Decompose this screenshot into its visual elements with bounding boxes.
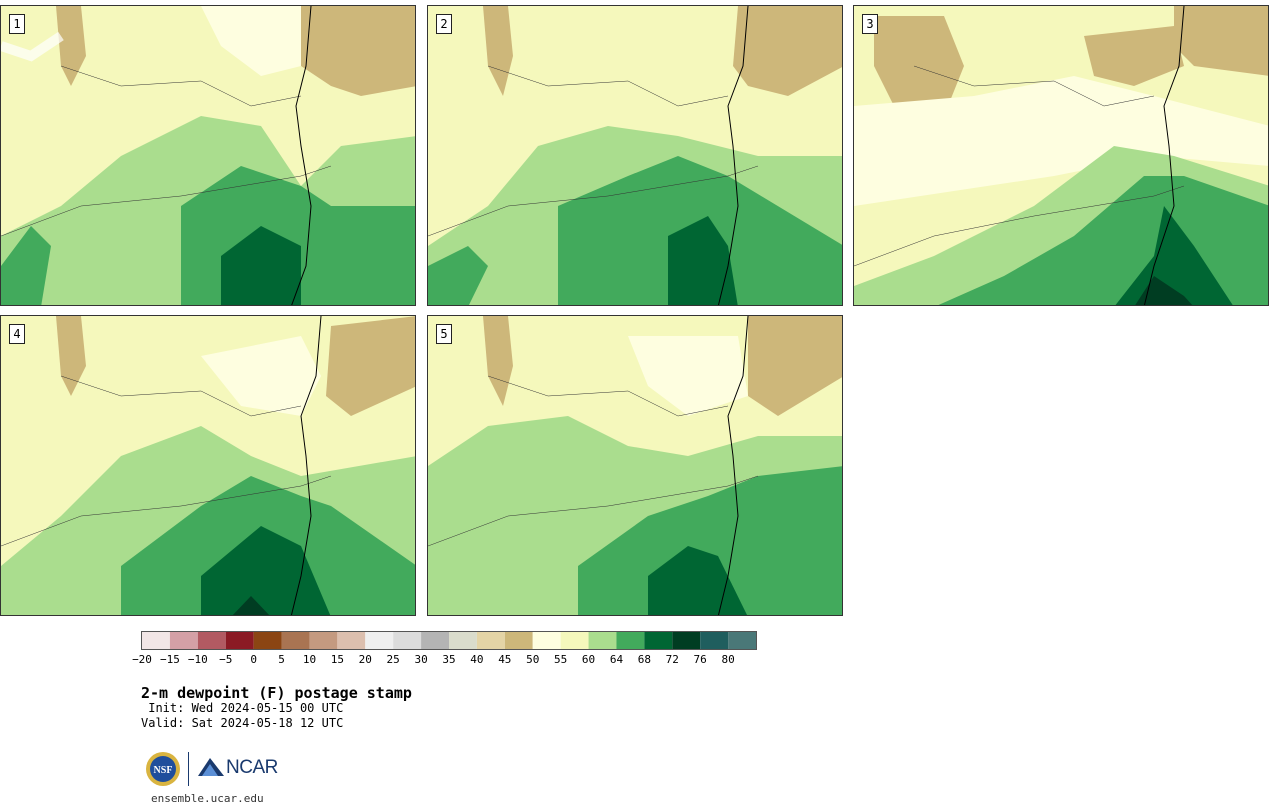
nsf-logo-icon: NSF — [146, 752, 180, 786]
colorbar-tick-label: 50 — [526, 653, 540, 666]
colorbar-tick-label: 40 — [470, 653, 484, 666]
colorbar-swatch — [532, 632, 561, 649]
member-panel-2[interactable]: 2 — [427, 5, 843, 306]
colorbar — [141, 631, 757, 650]
colorbar-swatch — [253, 632, 282, 649]
panel-number: 1 — [9, 14, 25, 34]
colorbar-tick-label: 20 — [358, 653, 372, 666]
colorbar-tick-label: 76 — [693, 653, 707, 666]
init-time: Init: Wed 2024-05-15 00 UTC — [141, 701, 344, 715]
colorbar-tick-label: 0 — [250, 653, 257, 666]
colorbar-swatch — [728, 632, 756, 649]
colorbar-swatch — [393, 632, 422, 649]
colorbar-swatch — [169, 632, 198, 649]
dewpoint-map-3 — [854, 6, 1268, 305]
colorbar-swatch — [700, 632, 729, 649]
colorbar-swatch — [449, 632, 477, 649]
colorbar-swatch — [225, 632, 254, 649]
colorbar-border — [141, 631, 757, 650]
logo-separator — [188, 752, 189, 786]
colorbar-swatch — [337, 632, 366, 649]
dewpoint-map-2 — [428, 6, 842, 305]
colorbar-tick-label: 15 — [330, 653, 344, 666]
colorbar-tick-label: 45 — [498, 653, 512, 666]
panel-number: 3 — [862, 14, 878, 34]
plot-title: 2-m dewpoint (F) postage stamp — [141, 684, 412, 702]
colorbar-swatch — [476, 632, 505, 649]
colorbar-swatch — [588, 632, 617, 649]
colorbar-swatch — [365, 632, 394, 649]
colorbar-tick-label: 10 — [302, 653, 317, 666]
valid-time: Valid: Sat 2024-05-18 12 UTC — [141, 716, 344, 730]
dewpoint-map-4 — [1, 316, 415, 615]
colorbar-swatch — [504, 632, 533, 649]
colorbar-swatch — [281, 632, 310, 649]
colorbar-tick-label: 64 — [609, 653, 624, 666]
colorbar-tick-label: −15 — [159, 653, 180, 666]
colorbar-swatch — [309, 632, 338, 649]
colorbar-swatch — [616, 632, 645, 649]
panel-number: 2 — [436, 14, 452, 34]
dewpoint-map-1 — [1, 6, 415, 305]
member-panel-4[interactable]: 4 — [0, 315, 416, 616]
colorbar-swatch — [142, 632, 170, 649]
member-panel-5[interactable]: 5 — [427, 315, 843, 616]
colorbar-tick-label: −5 — [219, 653, 233, 666]
footer-url[interactable]: ensemble.ucar.edu — [151, 792, 264, 805]
colorbar-tick-label: 5 — [278, 653, 285, 666]
member-panel-1[interactable]: 1 — [0, 5, 416, 306]
colorbar-tick-label: 25 — [386, 653, 400, 666]
panel-number: 4 — [9, 324, 25, 344]
colorbar-swatch — [197, 632, 226, 649]
member-panel-3[interactable]: 3 — [853, 5, 1269, 306]
colorbar-tick-label: 35 — [442, 653, 456, 666]
ncar-logo-text: NCAR — [226, 757, 278, 778]
colorbar-tick-label: 55 — [554, 653, 568, 666]
colorbar-tick-label: −20 — [132, 653, 152, 666]
colorbar-swatch — [560, 632, 589, 649]
nsf-logo-text: NSF — [154, 765, 173, 776]
colorbar-tick-label: 60 — [581, 653, 596, 666]
colorbar-tick-label: −10 — [187, 653, 208, 666]
ncar-logo-icon — [198, 758, 224, 776]
colorbar-tick-label: 68 — [637, 653, 651, 666]
dewpoint-map-5 — [428, 316, 842, 615]
colorbar-tick-label: 30 — [414, 653, 428, 666]
colorbar-tick-label: 72 — [665, 653, 679, 666]
colorbar-swatch — [644, 632, 673, 649]
colorbar-swatch — [421, 632, 449, 649]
panel-number: 5 — [436, 324, 452, 344]
colorbar-swatch — [672, 632, 701, 649]
colorbar-tick-label: 80 — [721, 653, 735, 666]
